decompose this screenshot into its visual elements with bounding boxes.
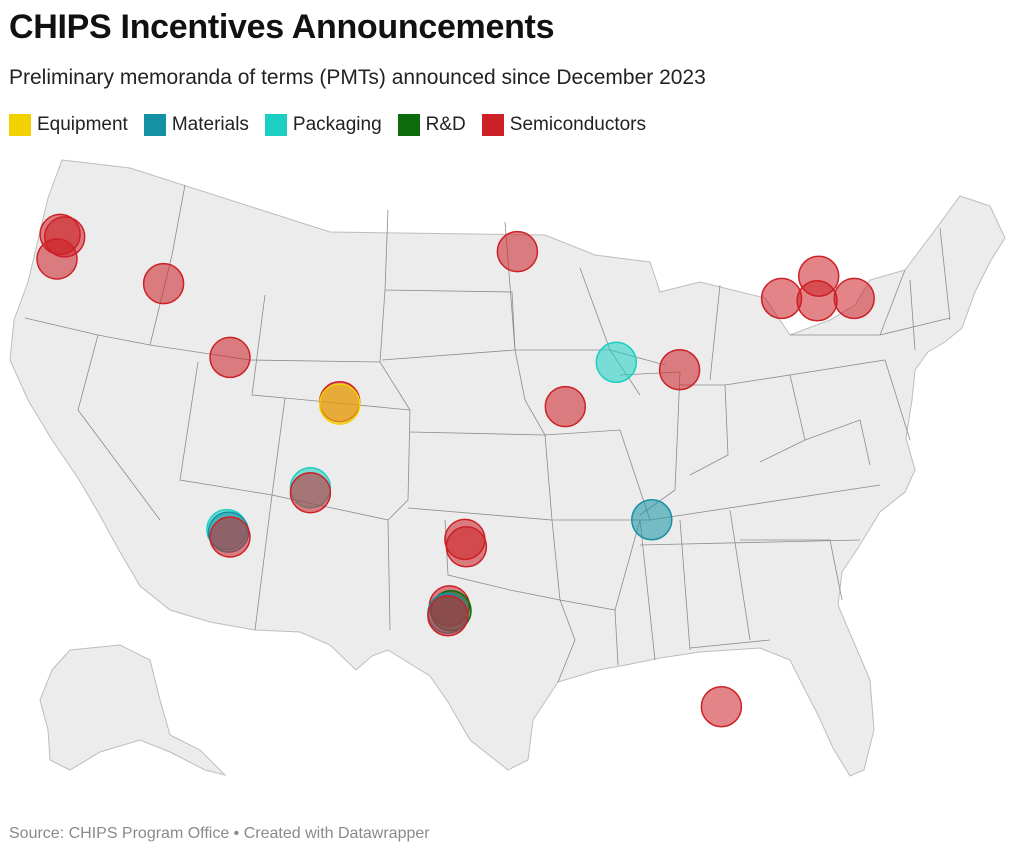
legend-label-rd: R&D [425, 114, 466, 135]
source-note: Source: CHIPS Program Office • Created w… [9, 825, 430, 842]
legend-item-materials: Materials [143, 114, 249, 136]
border-line [551, 519, 641, 611]
legend-swatch-semiconductors [481, 114, 504, 136]
legend-label-semiconductors: Semiconductors [509, 114, 647, 135]
marker-semiconductors[interactable] [658, 348, 701, 391]
marker-semiconductors[interactable] [427, 594, 469, 637]
legend-swatch-rd [397, 114, 420, 136]
border-line [149, 184, 186, 346]
marker-equipment[interactable] [318, 383, 361, 425]
border-line [544, 429, 651, 521]
marker-semiconductors[interactable] [496, 230, 539, 273]
border-line [179, 361, 273, 496]
border-line [407, 431, 553, 521]
marker-semiconductors[interactable] [209, 336, 251, 379]
marker-packaging[interactable] [595, 341, 638, 384]
legend-item-equipment: Equipment [9, 114, 128, 136]
marker-semiconductors[interactable] [797, 255, 840, 297]
page-subtitle: Preliminary memoranda of terms (PMTs) an… [9, 66, 706, 89]
legend-item-rd: R&D [397, 114, 466, 136]
marker-materials[interactable] [631, 499, 673, 541]
border-line [709, 227, 951, 381]
border-line [790, 269, 951, 336]
marker-semiconductors[interactable] [209, 516, 251, 558]
border-line [689, 539, 843, 649]
marker-semiconductors[interactable] [445, 526, 488, 568]
legend-label-equipment: Equipment [37, 114, 128, 135]
marker-semiconductors[interactable] [700, 685, 743, 728]
border-line [724, 374, 806, 463]
legend-item-semiconductors: Semiconductors [481, 114, 647, 136]
legend-swatch-equipment [9, 114, 31, 136]
border-line [254, 494, 273, 631]
marker-semiconductors[interactable] [544, 385, 587, 428]
marker-layer [36, 213, 875, 728]
legend-label-materials: Materials [171, 114, 249, 135]
alaska-inset [39, 644, 227, 776]
legend-label-packaging: Packaging [292, 114, 382, 135]
legend-item-packaging: Packaging [264, 114, 382, 136]
border-line [504, 221, 546, 436]
border-line [639, 484, 881, 546]
marker-semiconductors[interactable] [142, 262, 185, 305]
land-layer [9, 159, 1006, 777]
page-title: CHIPS Incentives Announcements [9, 8, 555, 46]
legend-swatch-packaging [264, 114, 287, 136]
border-line [789, 359, 911, 466]
marker-semiconductors[interactable] [760, 277, 803, 320]
border-line [271, 397, 391, 631]
border-line [680, 384, 729, 476]
border-line [379, 289, 411, 521]
legend-swatch-materials [143, 114, 166, 136]
us-outline [9, 159, 1006, 777]
legend: Equipment Materials Packaging R&D Semico… [9, 114, 646, 136]
us-map [9, 159, 1006, 777]
marker-semiconductors[interactable] [289, 471, 332, 514]
border-line [77, 334, 161, 521]
marker-semiconductors[interactable] [833, 277, 875, 320]
border-line [381, 209, 516, 361]
border-line [614, 509, 751, 666]
border-line [444, 519, 576, 683]
marker-semiconductors[interactable] [36, 238, 78, 280]
